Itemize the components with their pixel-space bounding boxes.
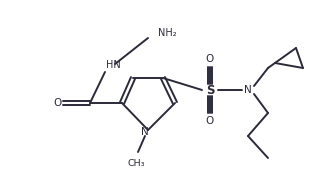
Text: N: N xyxy=(141,127,149,137)
Text: S: S xyxy=(206,84,214,96)
Text: O: O xyxy=(53,98,61,108)
Text: NH₂: NH₂ xyxy=(158,28,177,38)
Text: N: N xyxy=(244,85,252,95)
Text: CH₃: CH₃ xyxy=(127,159,145,168)
Text: HN: HN xyxy=(106,60,121,70)
Text: O: O xyxy=(206,54,214,64)
Text: O: O xyxy=(206,116,214,126)
